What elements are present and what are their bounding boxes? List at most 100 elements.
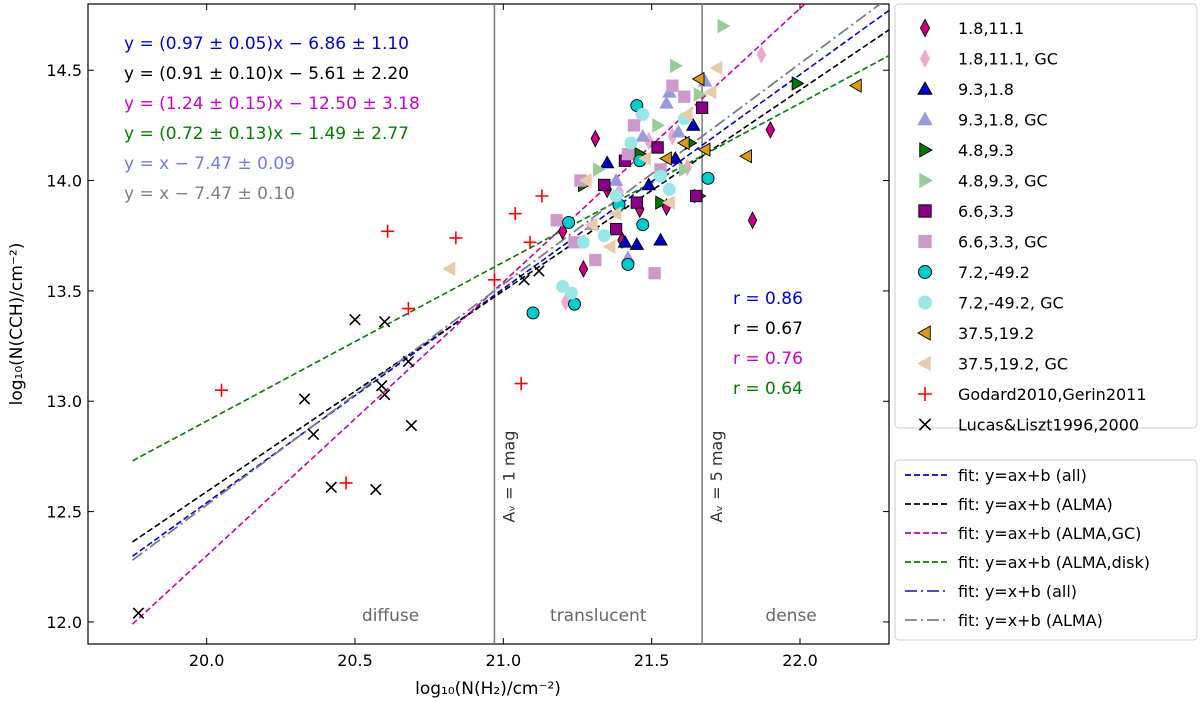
point-6-6-3-3-gc bbox=[627, 119, 641, 132]
x-tick-label: 21.5 bbox=[634, 651, 670, 670]
fit-equation: y = x − 7.47 ± 0.10 bbox=[124, 184, 295, 204]
fit-equation: y = (0.97 ± 0.05)x − 6.86 ± 1.10 bbox=[124, 34, 409, 54]
point-lucas-liszt1996-2000 bbox=[375, 380, 388, 392]
point-lucas-liszt1996-2000 bbox=[533, 265, 545, 277]
point-37-5-19-2 bbox=[691, 71, 705, 87]
region-label: dense bbox=[765, 606, 816, 626]
point-lucas-liszt1996-2000 bbox=[298, 393, 311, 405]
point-9-3-1-8 bbox=[629, 237, 645, 250]
point-37-5-19-2-gc bbox=[638, 151, 652, 166]
fit-equation: y = (0.72 ± 0.13)x − 1.49 ± 2.77 bbox=[124, 124, 409, 144]
point-9-3-1-8-gc bbox=[635, 129, 651, 142]
point-9-3-1-8-gc bbox=[659, 95, 674, 109]
point-4-8-9-3-gc bbox=[678, 162, 692, 177]
magnitude-label: Aᵥ = 1 mag bbox=[499, 431, 518, 523]
point-7-2-49-2 bbox=[630, 99, 644, 112]
point-lucas-liszt1996-2000 bbox=[370, 483, 382, 496]
point-9-3-1-8-gc bbox=[608, 173, 624, 186]
legend-label: 6.6,3.3 bbox=[958, 202, 1014, 221]
magnitude-label: Aᵥ = 5 mag bbox=[707, 431, 726, 523]
x-tick-label: 20.5 bbox=[337, 651, 373, 670]
point-7-2-49-2-gc bbox=[597, 229, 611, 243]
legend-fit-label: fit: y=ax+b (ALMA,GC) bbox=[958, 524, 1141, 543]
point-7-2-49-2 bbox=[526, 306, 540, 320]
point-6-6-3-3-gc bbox=[648, 267, 661, 280]
legend-label: Lucas&Liszt1996,2000 bbox=[958, 416, 1139, 435]
legend-label: 37.5,19.2, GC bbox=[958, 355, 1068, 374]
point-1-8-11-1 bbox=[590, 129, 601, 148]
region-labels: diffuse translucent dense bbox=[362, 606, 817, 626]
correlation-value: r = 0.76 bbox=[733, 349, 803, 369]
point-7-2-49-2-gc bbox=[565, 286, 579, 300]
point-lucas-liszt1996-2000 bbox=[349, 313, 361, 326]
y-tick-label: 13.5 bbox=[46, 282, 82, 301]
point-6-6-3-3-gc bbox=[550, 214, 563, 227]
x-tick-label: 22.0 bbox=[782, 651, 818, 670]
point-6-6-3-3 bbox=[609, 222, 623, 236]
x-axis-label: log₁₀(N(H₂)/cm⁻²) bbox=[415, 679, 561, 699]
point-7-2-49-2-gc bbox=[636, 107, 650, 121]
point-37-5-19-2-gc bbox=[602, 239, 616, 255]
point-4-8-9-3-gc bbox=[717, 18, 731, 34]
point-9-3-1-8 bbox=[641, 177, 656, 191]
point-7-2-49-2-gc bbox=[556, 280, 570, 293]
region-label: translucent bbox=[550, 606, 647, 626]
y-axis-label: log₁₀(N(CCH)/cm⁻²) bbox=[7, 243, 27, 406]
point-lucas-liszt1996-2000 bbox=[405, 419, 418, 432]
point-4-8-9-3 bbox=[655, 195, 668, 210]
point-6-6-3-3 bbox=[630, 196, 643, 209]
legend-label: 4.8,9.3, GC bbox=[958, 172, 1048, 191]
point-9-3-1-8 bbox=[653, 232, 668, 246]
point-1-8-11-1-gc bbox=[756, 45, 767, 64]
point-37-5-19-2-gc bbox=[709, 60, 723, 76]
correlation-value: r = 0.64 bbox=[733, 379, 803, 399]
point-lucas-liszt1996-2000 bbox=[325, 481, 338, 494]
point-6-6-3-3-gc bbox=[589, 253, 602, 267]
legend-marker-6-6-3-3 bbox=[918, 204, 932, 218]
legend-label: Godard2010,Gerin2011 bbox=[958, 385, 1147, 404]
fit-equation: y = (1.24 ± 0.15)x − 12.50 ± 3.18 bbox=[124, 94, 420, 114]
x-tick-label: 20.0 bbox=[189, 651, 225, 670]
data-points bbox=[132, 18, 862, 619]
point-6-6-3-3 bbox=[695, 101, 709, 114]
point-37-5-19-2 bbox=[676, 135, 690, 151]
point-godard2010-gerin2011 bbox=[449, 231, 463, 245]
point-9-3-1-8 bbox=[599, 155, 615, 169]
point-6-6-3-3 bbox=[690, 189, 703, 203]
point-godard2010-gerin2011 bbox=[381, 224, 395, 238]
fit-line-fit-y-ax-b-alma-gc bbox=[131, 4, 806, 625]
point-37-5-19-2 bbox=[739, 149, 752, 164]
x-tick-label: 21.0 bbox=[486, 651, 522, 670]
point-1-8-11-1 bbox=[578, 259, 589, 278]
fit-line-fit-y-ax-b-alma-disk bbox=[132, 54, 889, 462]
legend-marker-1-8-11-1-gc bbox=[919, 49, 931, 68]
point-6-6-3-3-gc bbox=[678, 90, 691, 103]
legend-marker-37-5-19-2 bbox=[917, 325, 931, 341]
point-6-6-3-3-gc bbox=[666, 79, 679, 92]
legend-fit-label: fit: y=x+b (ALMA) bbox=[958, 611, 1103, 630]
x-axis-ticks: 20.0 20.5 21.0 21.5 22.0 bbox=[189, 4, 818, 670]
point-4-8-9-3 bbox=[791, 76, 805, 91]
fit-equations: y = (0.97 ± 0.05)x − 6.86 ± 1.10 y = (0.9… bbox=[124, 34, 420, 204]
fit-equation: y = x − 7.47 ± 0.09 bbox=[124, 154, 295, 174]
legend-label: 1.8,11.1 bbox=[958, 19, 1024, 38]
legend-marker-9-3-1-8-gc bbox=[917, 111, 933, 126]
point-lucas-liszt1996-2000 bbox=[307, 428, 320, 441]
point-7-2-49-2-gc bbox=[624, 136, 638, 150]
point-37-5-19-2-gc bbox=[662, 195, 675, 210]
point-1-8-11-1 bbox=[765, 120, 776, 139]
point-lucas-liszt1996-2000 bbox=[378, 388, 391, 401]
legend-marker-7-2-49-2-gc bbox=[918, 295, 932, 310]
plot-area bbox=[87, 3, 890, 645]
y-tick-label: 14.5 bbox=[46, 61, 82, 80]
fit-line-fit-y-x-b-alma bbox=[132, 4, 882, 561]
magnitude-lines: Aᵥ = 1 mag Aᵥ = 5 mag bbox=[493, 4, 726, 644]
legend-marker-7-2-49-2 bbox=[918, 265, 932, 279]
correlation-values: r = 0.86 r = 0.67 r = 0.76 r = 0.64 bbox=[733, 289, 803, 399]
legend-marker-9-3-1-8 bbox=[917, 81, 933, 95]
legend-label: 1.8,11.1, GC bbox=[958, 50, 1058, 69]
point-lucas-liszt1996-2000 bbox=[132, 607, 145, 619]
point-37-5-19-2 bbox=[659, 151, 672, 166]
legend-marker-1-8-11-1 bbox=[919, 18, 931, 38]
fit-line-fit-y-ax-b-all bbox=[132, 9, 889, 557]
